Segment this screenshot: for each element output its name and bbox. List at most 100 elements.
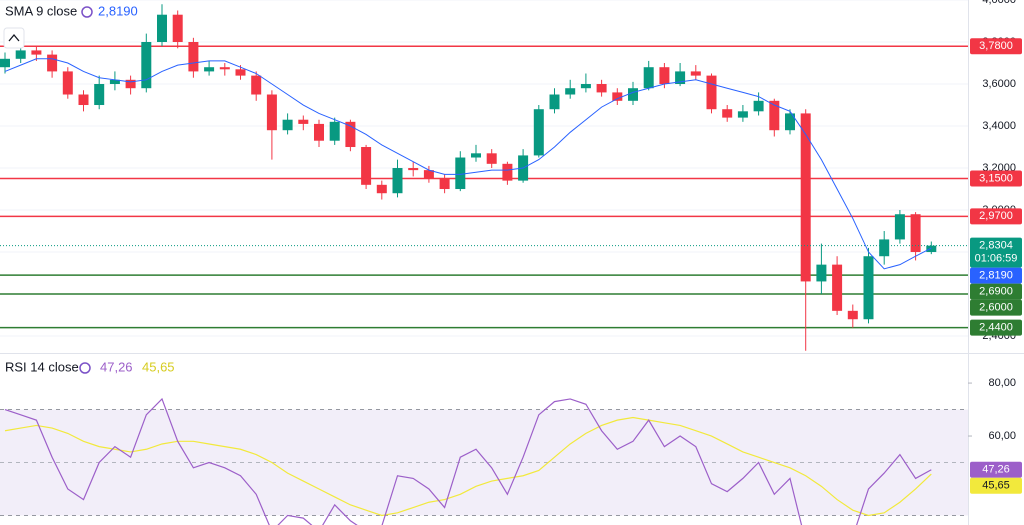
candle-body <box>408 168 419 171</box>
candle-body <box>78 94 89 106</box>
candle-body <box>141 42 152 89</box>
axis-label: 2,4400 <box>970 319 1022 336</box>
axis-label: 2,6900 <box>970 283 1022 300</box>
candle-body <box>345 121 356 148</box>
candle-body <box>643 67 654 89</box>
sma-value: 2,8190 <box>98 3 138 18</box>
candle-body <box>785 113 795 131</box>
candle-body <box>690 71 701 76</box>
axis-label: 2,6000 <box>970 299 1022 316</box>
candle-body <box>15 50 26 59</box>
axis-label-box <box>970 477 1022 494</box>
axis-label: 45,65 <box>970 477 1022 494</box>
candle-body <box>204 67 215 72</box>
axis-label-box <box>970 319 1022 336</box>
candle-body <box>62 71 73 95</box>
axis-label-text: 3,1500 <box>979 172 1013 184</box>
axis-label-text: 2,8304 <box>979 240 1013 252</box>
candle-body <box>502 163 513 181</box>
axis-label-box <box>970 170 1022 187</box>
candle-body <box>266 94 277 131</box>
candle-body <box>109 79 120 85</box>
candle-body <box>596 84 607 93</box>
axis-label-text: 2,6900 <box>979 286 1013 298</box>
candle-body <box>314 123 324 141</box>
candle-body <box>706 75 717 110</box>
candle-body <box>471 153 481 158</box>
sma-title: SMA 9 close <box>5 3 77 18</box>
axis-label-box <box>970 461 1022 478</box>
candle-body <box>612 92 623 101</box>
rsi-line <box>4 397 932 525</box>
candle-body <box>549 94 560 110</box>
y-tick-label: 3,6000 <box>982 78 1016 90</box>
candle-body <box>675 71 686 85</box>
axis-label-text: 2,8190 <box>979 270 1013 282</box>
candle-body <box>125 79 136 89</box>
rsi-ma-value: 45,65 <box>142 359 175 374</box>
collapse-box[interactable] <box>3 27 25 49</box>
candle-body <box>533 109 544 156</box>
candle-body <box>188 42 199 72</box>
axis-label: 3,7800 <box>970 38 1022 55</box>
axis-label: 3,1500 <box>970 170 1022 187</box>
rsi-header: RSI 14 close 47,26 45,65 <box>5 359 175 374</box>
candle-body <box>94 84 105 106</box>
candle-body <box>816 264 827 282</box>
candle-body <box>235 69 246 76</box>
axis-label-text: 2,6000 <box>979 302 1013 314</box>
candle-body <box>832 264 843 311</box>
axis-label: 2,8190 <box>970 267 1022 284</box>
rsi-title: RSI 14 close <box>5 359 79 374</box>
candle-body <box>361 147 372 185</box>
collapse-arrow <box>8 33 20 42</box>
candle-body <box>329 121 340 141</box>
candle-body <box>628 88 638 101</box>
axis-label: 2,9700 <box>970 208 1022 225</box>
axis-label-text: 45,65 <box>982 480 1010 492</box>
axis-label-text: 2,9700 <box>979 210 1013 222</box>
candle-body <box>251 75 262 95</box>
axis-label: 47,26 <box>970 461 1022 478</box>
candle-body <box>486 153 497 164</box>
y-tick-label: 3,4000 <box>982 120 1016 132</box>
axis-label-box <box>970 267 1022 284</box>
candle-body <box>439 178 450 190</box>
candle-body <box>894 214 905 240</box>
collapse-button[interactable] <box>3 27 25 49</box>
indicator-icon[interactable] <box>79 362 91 374</box>
sma-header: SMA 9 close 2,8190 <box>5 3 138 18</box>
y-tick-label: 4,0000 <box>982 0 1016 6</box>
candle-body <box>392 168 403 194</box>
candle-body <box>376 184 387 194</box>
candle-body <box>769 100 780 131</box>
axis-label-text: 3,7800 <box>979 40 1013 52</box>
axis-label-text: 47,26 <box>982 464 1010 476</box>
candle-body <box>31 50 42 55</box>
rsi-value: 47,26 <box>100 359 133 374</box>
candle-body <box>847 310 858 320</box>
candle-body <box>753 100 764 112</box>
candle-body <box>910 214 921 253</box>
candle-body <box>282 119 293 131</box>
indicator-icon[interactable] <box>81 6 93 18</box>
candle-body <box>172 14 183 43</box>
candle-body <box>0 58 10 68</box>
axis-label-box <box>970 237 1022 268</box>
axis-label-text: 01:06:59 <box>975 253 1018 265</box>
candle-body <box>455 157 466 190</box>
axis-label-box <box>970 299 1022 316</box>
y-tick-label: 60,00 <box>988 430 1016 442</box>
candle-body <box>737 111 748 118</box>
candle-body <box>659 67 670 85</box>
candle-body <box>722 109 733 118</box>
candle-body <box>926 245 937 253</box>
candle-body <box>800 113 811 282</box>
candle-body <box>157 14 167 43</box>
candle-body <box>423 170 434 179</box>
candle-body <box>879 239 890 257</box>
